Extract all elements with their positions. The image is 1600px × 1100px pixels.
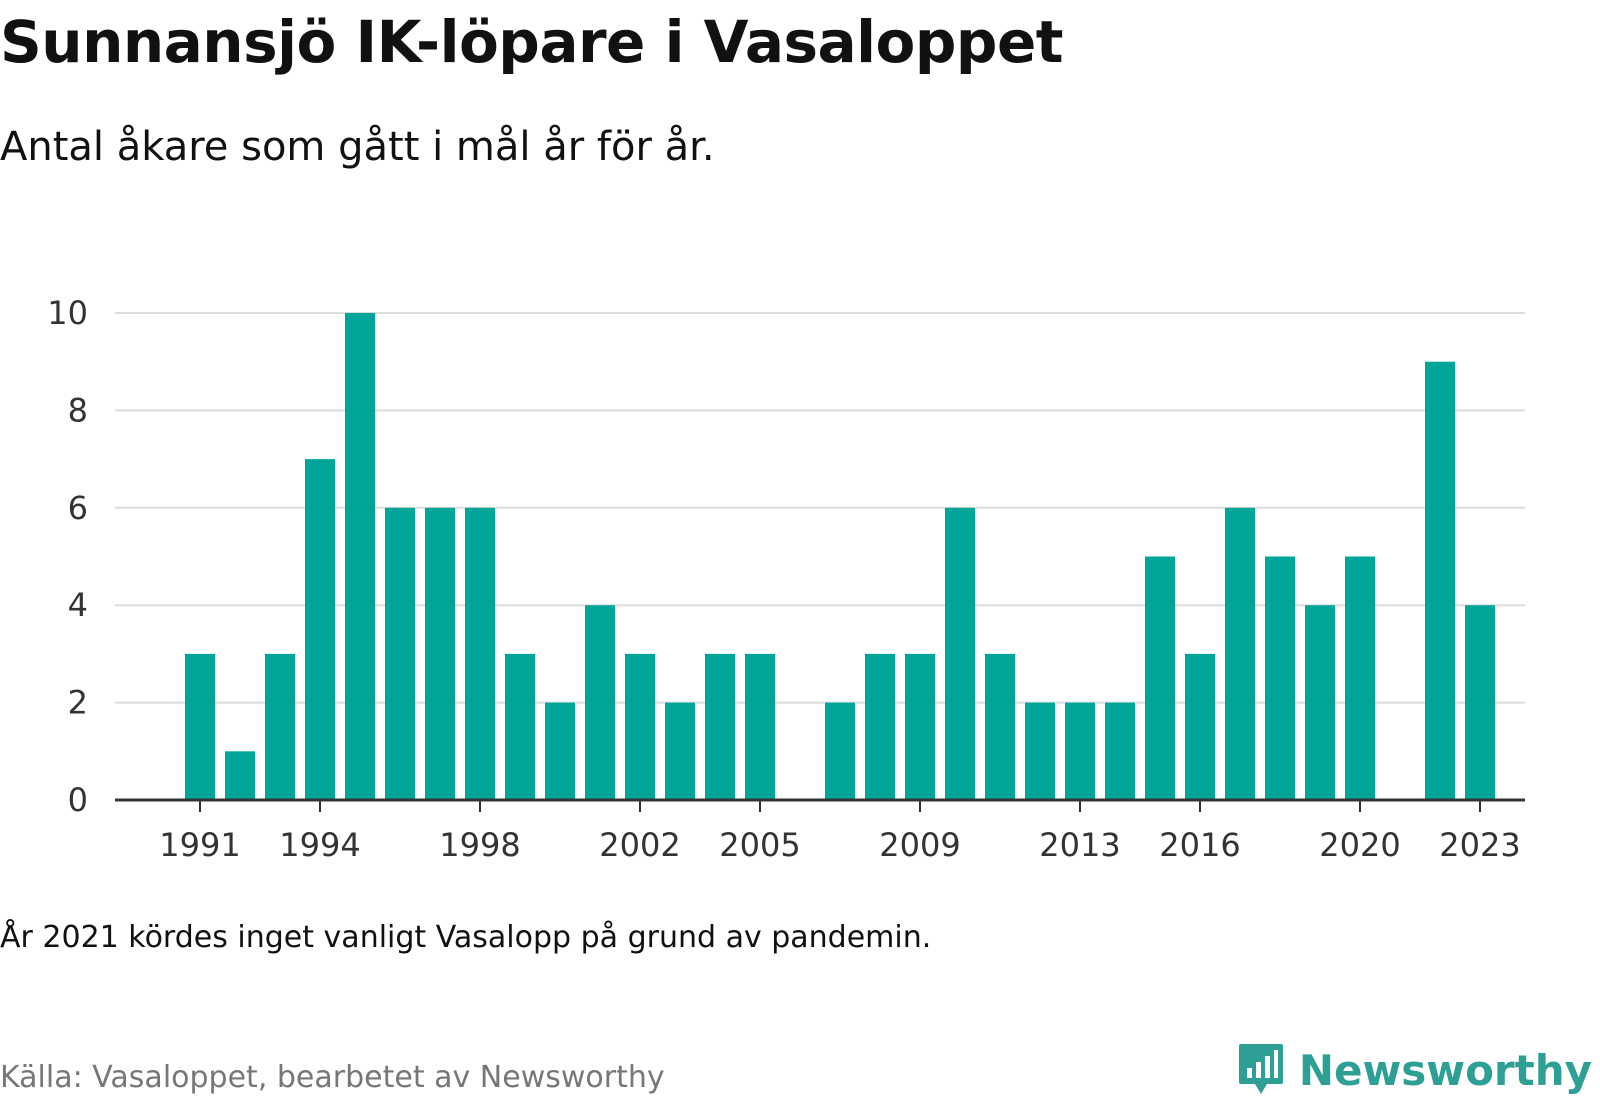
- bar: [1425, 361, 1455, 800]
- chart-subtitle: Antal åkare som gått i mål år för år.: [0, 124, 715, 170]
- bar: [1185, 653, 1215, 800]
- x-tick-label: 2023: [1439, 826, 1520, 864]
- chart-note: År 2021 kördes inget vanligt Vasalopp på…: [0, 920, 932, 955]
- bar: [745, 653, 775, 800]
- bar: [545, 702, 575, 800]
- bar: [465, 507, 495, 800]
- bar: [345, 313, 375, 800]
- bar: [1265, 556, 1295, 800]
- x-tick-label: 2002: [599, 826, 680, 864]
- x-tick-label: 1998: [439, 826, 520, 864]
- x-tick-label: 2005: [719, 826, 800, 864]
- bar: [985, 653, 1015, 800]
- bar: [1225, 507, 1255, 800]
- x-tick-label: 2016: [1159, 826, 1240, 864]
- x-tick-label: 1991: [159, 826, 240, 864]
- bar: [225, 751, 255, 800]
- bar: [425, 507, 455, 800]
- bar: [585, 605, 615, 800]
- y-tick-label: 2: [68, 684, 88, 722]
- x-tick-label: 2020: [1319, 826, 1400, 864]
- y-tick-label: 4: [68, 586, 88, 624]
- bar: [305, 459, 335, 800]
- bar: [1465, 605, 1495, 800]
- y-tick-label: 6: [68, 489, 88, 527]
- brand-name: Newsworthy: [1298, 1045, 1592, 1095]
- x-tick-label: 1994: [279, 826, 360, 864]
- bar: [1345, 556, 1375, 800]
- newsworthy-brand: Newsworthy: [1237, 1042, 1592, 1098]
- bar: [865, 653, 895, 800]
- bar: [505, 653, 535, 800]
- y-tick-label: 10: [47, 294, 88, 332]
- y-tick-label: 8: [68, 391, 88, 429]
- bar: [1065, 702, 1095, 800]
- bar: [265, 653, 295, 800]
- bar: [1105, 702, 1135, 800]
- chart-title: Sunnansjö IK-löpare i Vasaloppet: [0, 8, 1064, 76]
- bar: [185, 653, 215, 800]
- bar: [625, 653, 655, 800]
- bar: [1305, 605, 1335, 800]
- x-tick-label: 2009: [879, 826, 960, 864]
- y-tick-label: 0: [68, 781, 88, 819]
- chart-speech-bubble-icon: [1238, 1044, 1283, 1094]
- bar: [385, 507, 415, 800]
- bar: [665, 702, 695, 800]
- bar: [705, 653, 735, 800]
- bar: [825, 702, 855, 800]
- bar: [1025, 702, 1055, 800]
- bar: [945, 507, 975, 800]
- x-tick-label: 2013: [1039, 826, 1120, 864]
- bar-chart: 0 2 4 6 8 10 1991 1994 1998 2002 2005 2009 2013 2016 2…: [47, 294, 1525, 864]
- source-credit: Källa: Vasaloppet, bearbetet av Newswort…: [0, 1060, 665, 1095]
- bar: [1145, 556, 1175, 800]
- bar: [905, 653, 935, 800]
